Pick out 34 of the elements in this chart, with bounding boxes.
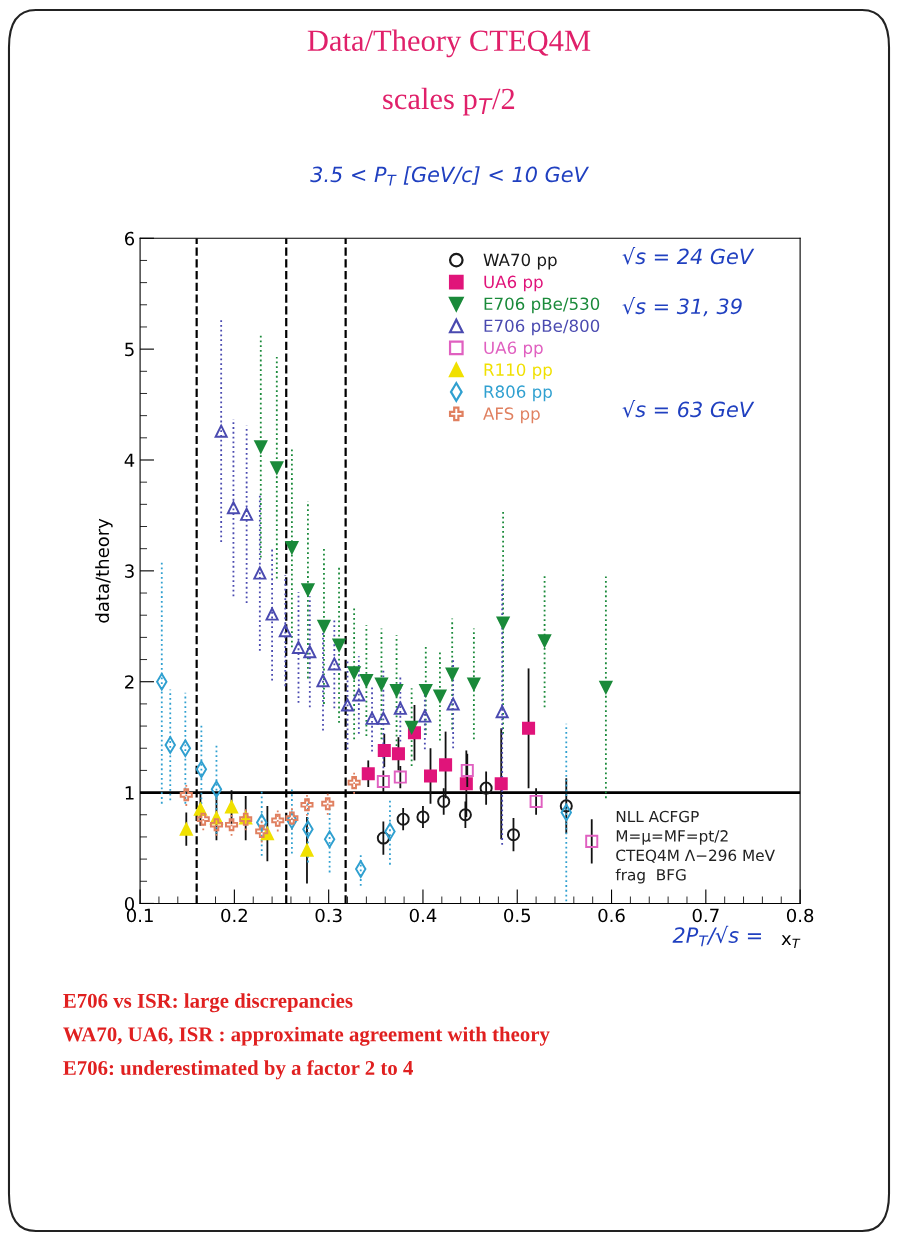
x-tick-label: 0.8 bbox=[786, 908, 814, 923]
y-tick-label: 5 bbox=[125, 342, 134, 357]
chart-title: Data/Theory CTEQ4M bbox=[307, 29, 591, 58]
x-tick-label: 0.4 bbox=[409, 908, 437, 923]
annotation: √s = 24 GeV bbox=[622, 247, 755, 265]
legend-label: WA70 pp bbox=[483, 253, 557, 270]
x-tick-label: 0.7 bbox=[692, 908, 719, 923]
annotation: √s = 31, 39 bbox=[622, 296, 742, 317]
legend-label: UA6 pp bbox=[484, 275, 543, 292]
y-tick-label: 1 bbox=[125, 786, 134, 800]
y-tick-label: 2 bbox=[125, 675, 134, 689]
y-tick-label: 4 bbox=[124, 453, 135, 467]
legend-label: E706 pBe/800 bbox=[484, 319, 600, 336]
text: 2P$_{T}$/√s = bbox=[672, 925, 761, 947]
legend-label: E706 pBe/530 bbox=[484, 297, 600, 314]
chart-subtitle: scales p$_{T}$/2 bbox=[383, 87, 515, 116]
text: WA70, UA6, ISR : approximate agreement with theory bbox=[63, 1026, 550, 1046]
y-tick-label: 3 bbox=[125, 564, 134, 578]
legend-label: UA6 pp bbox=[484, 341, 543, 358]
annotation: NLL ACFGP M=μ=MF=pt/2 CTEQ4M Λ−296 MeV frag BFG bbox=[615, 810, 775, 884]
text: E706 vs ISR: large discrepancies bbox=[63, 993, 353, 1013]
x-tick-label: 0.3 bbox=[315, 908, 342, 923]
text: 3.5 < P$_{T}$ [GeV/c] < 10 GeV bbox=[310, 166, 590, 186]
x-tick-label: 0.2 bbox=[221, 908, 247, 923]
x-axis-title: x$_{T}$ bbox=[781, 935, 801, 948]
legend-label: R110 pp bbox=[484, 363, 552, 380]
text: E706: underestimated by a factor 2 to 4 bbox=[63, 1060, 413, 1080]
y-axis-title: data/theory bbox=[95, 518, 113, 623]
x-tick-label: 0.6 bbox=[598, 908, 625, 923]
y-tick-label: 6 bbox=[125, 231, 135, 246]
x-tick-label: 0.5 bbox=[504, 908, 531, 923]
legend-label: R806 pp bbox=[484, 385, 552, 402]
annotation: √s = 63 GeV bbox=[622, 400, 755, 418]
legend-label: AFS pp bbox=[483, 407, 540, 424]
